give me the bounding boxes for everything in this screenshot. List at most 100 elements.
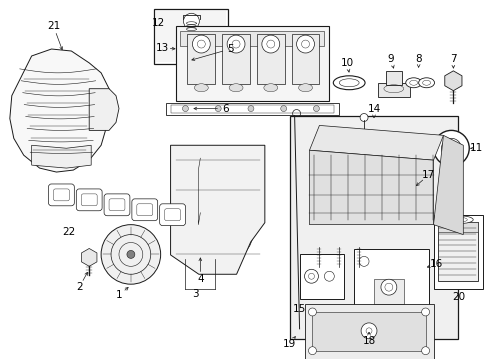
Circle shape (192, 35, 210, 53)
Polygon shape (309, 125, 443, 160)
FancyBboxPatch shape (104, 194, 130, 216)
Polygon shape (89, 89, 119, 130)
Text: 3: 3 (192, 289, 198, 299)
Text: 13: 13 (156, 43, 169, 53)
Circle shape (101, 225, 161, 284)
Circle shape (181, 39, 201, 59)
Circle shape (100, 91, 110, 100)
Circle shape (215, 105, 221, 112)
Bar (289, 116, 457, 339)
Circle shape (313, 105, 319, 112)
Circle shape (358, 256, 368, 266)
Circle shape (183, 13, 199, 29)
Text: 19: 19 (283, 339, 296, 349)
Circle shape (304, 269, 318, 283)
FancyBboxPatch shape (160, 204, 185, 226)
Circle shape (447, 76, 457, 86)
Circle shape (213, 175, 223, 185)
Ellipse shape (333, 76, 365, 90)
Circle shape (247, 105, 253, 112)
Circle shape (310, 216, 318, 224)
Polygon shape (444, 71, 461, 91)
Ellipse shape (229, 84, 243, 92)
Text: 2: 2 (76, 282, 82, 292)
Circle shape (182, 202, 198, 218)
Circle shape (44, 150, 59, 164)
Ellipse shape (418, 78, 434, 88)
Text: 9: 9 (387, 54, 393, 64)
Bar (438, 222, 477, 281)
Circle shape (424, 216, 432, 224)
Circle shape (68, 150, 78, 160)
Circle shape (230, 188, 253, 212)
Bar (256, 34, 284, 84)
Bar (187, 34, 215, 84)
Bar (438, 222, 477, 231)
Ellipse shape (298, 84, 312, 92)
Text: 10: 10 (340, 58, 353, 68)
Circle shape (100, 113, 110, 123)
Circle shape (296, 35, 314, 53)
FancyBboxPatch shape (76, 189, 102, 211)
Ellipse shape (405, 78, 421, 88)
Circle shape (280, 105, 286, 112)
Bar (175, 26, 328, 100)
Bar (377, 83, 409, 96)
Bar (385, 71, 401, 85)
Circle shape (324, 271, 334, 281)
Bar (304, 304, 433, 359)
Circle shape (48, 154, 54, 160)
Bar (291, 34, 319, 84)
Polygon shape (32, 145, 91, 168)
Ellipse shape (194, 84, 208, 92)
Circle shape (196, 158, 240, 202)
FancyBboxPatch shape (48, 184, 74, 206)
Bar (433, 215, 482, 289)
Circle shape (380, 279, 396, 295)
Bar (155, 11, 225, 62)
Text: 12: 12 (152, 18, 165, 28)
Text: 4: 4 (197, 274, 203, 284)
Circle shape (359, 113, 367, 121)
Text: 14: 14 (366, 104, 380, 113)
Bar (180, 31, 324, 46)
FancyBboxPatch shape (132, 199, 157, 221)
Text: 7: 7 (449, 54, 456, 64)
Bar (165, 103, 339, 114)
Polygon shape (81, 248, 97, 266)
Circle shape (433, 130, 468, 166)
Bar (312, 312, 425, 351)
Circle shape (197, 205, 252, 260)
Circle shape (127, 251, 135, 258)
Circle shape (308, 308, 316, 316)
Circle shape (421, 347, 428, 355)
Text: 21: 21 (47, 21, 60, 31)
Bar (353, 249, 427, 314)
Text: 20: 20 (451, 292, 464, 302)
Bar (299, 255, 344, 299)
Polygon shape (170, 145, 264, 274)
Text: 5: 5 (226, 44, 233, 54)
Circle shape (262, 35, 279, 53)
Polygon shape (433, 135, 462, 235)
Text: 16: 16 (429, 259, 442, 269)
Ellipse shape (443, 216, 472, 224)
Circle shape (421, 308, 428, 316)
Circle shape (217, 225, 233, 240)
Polygon shape (309, 150, 433, 225)
Bar (170, 105, 334, 113)
Text: 15: 15 (292, 304, 305, 314)
Bar (373, 279, 403, 304)
Polygon shape (10, 49, 111, 172)
Text: 6: 6 (222, 104, 228, 113)
Circle shape (182, 105, 188, 112)
Circle shape (308, 347, 316, 355)
Circle shape (226, 35, 244, 53)
Circle shape (360, 323, 376, 339)
Text: 17: 17 (421, 170, 434, 180)
Text: 22: 22 (62, 226, 76, 237)
Text: 11: 11 (468, 143, 482, 153)
Circle shape (186, 44, 196, 54)
Bar (222, 34, 249, 84)
Circle shape (85, 253, 93, 261)
